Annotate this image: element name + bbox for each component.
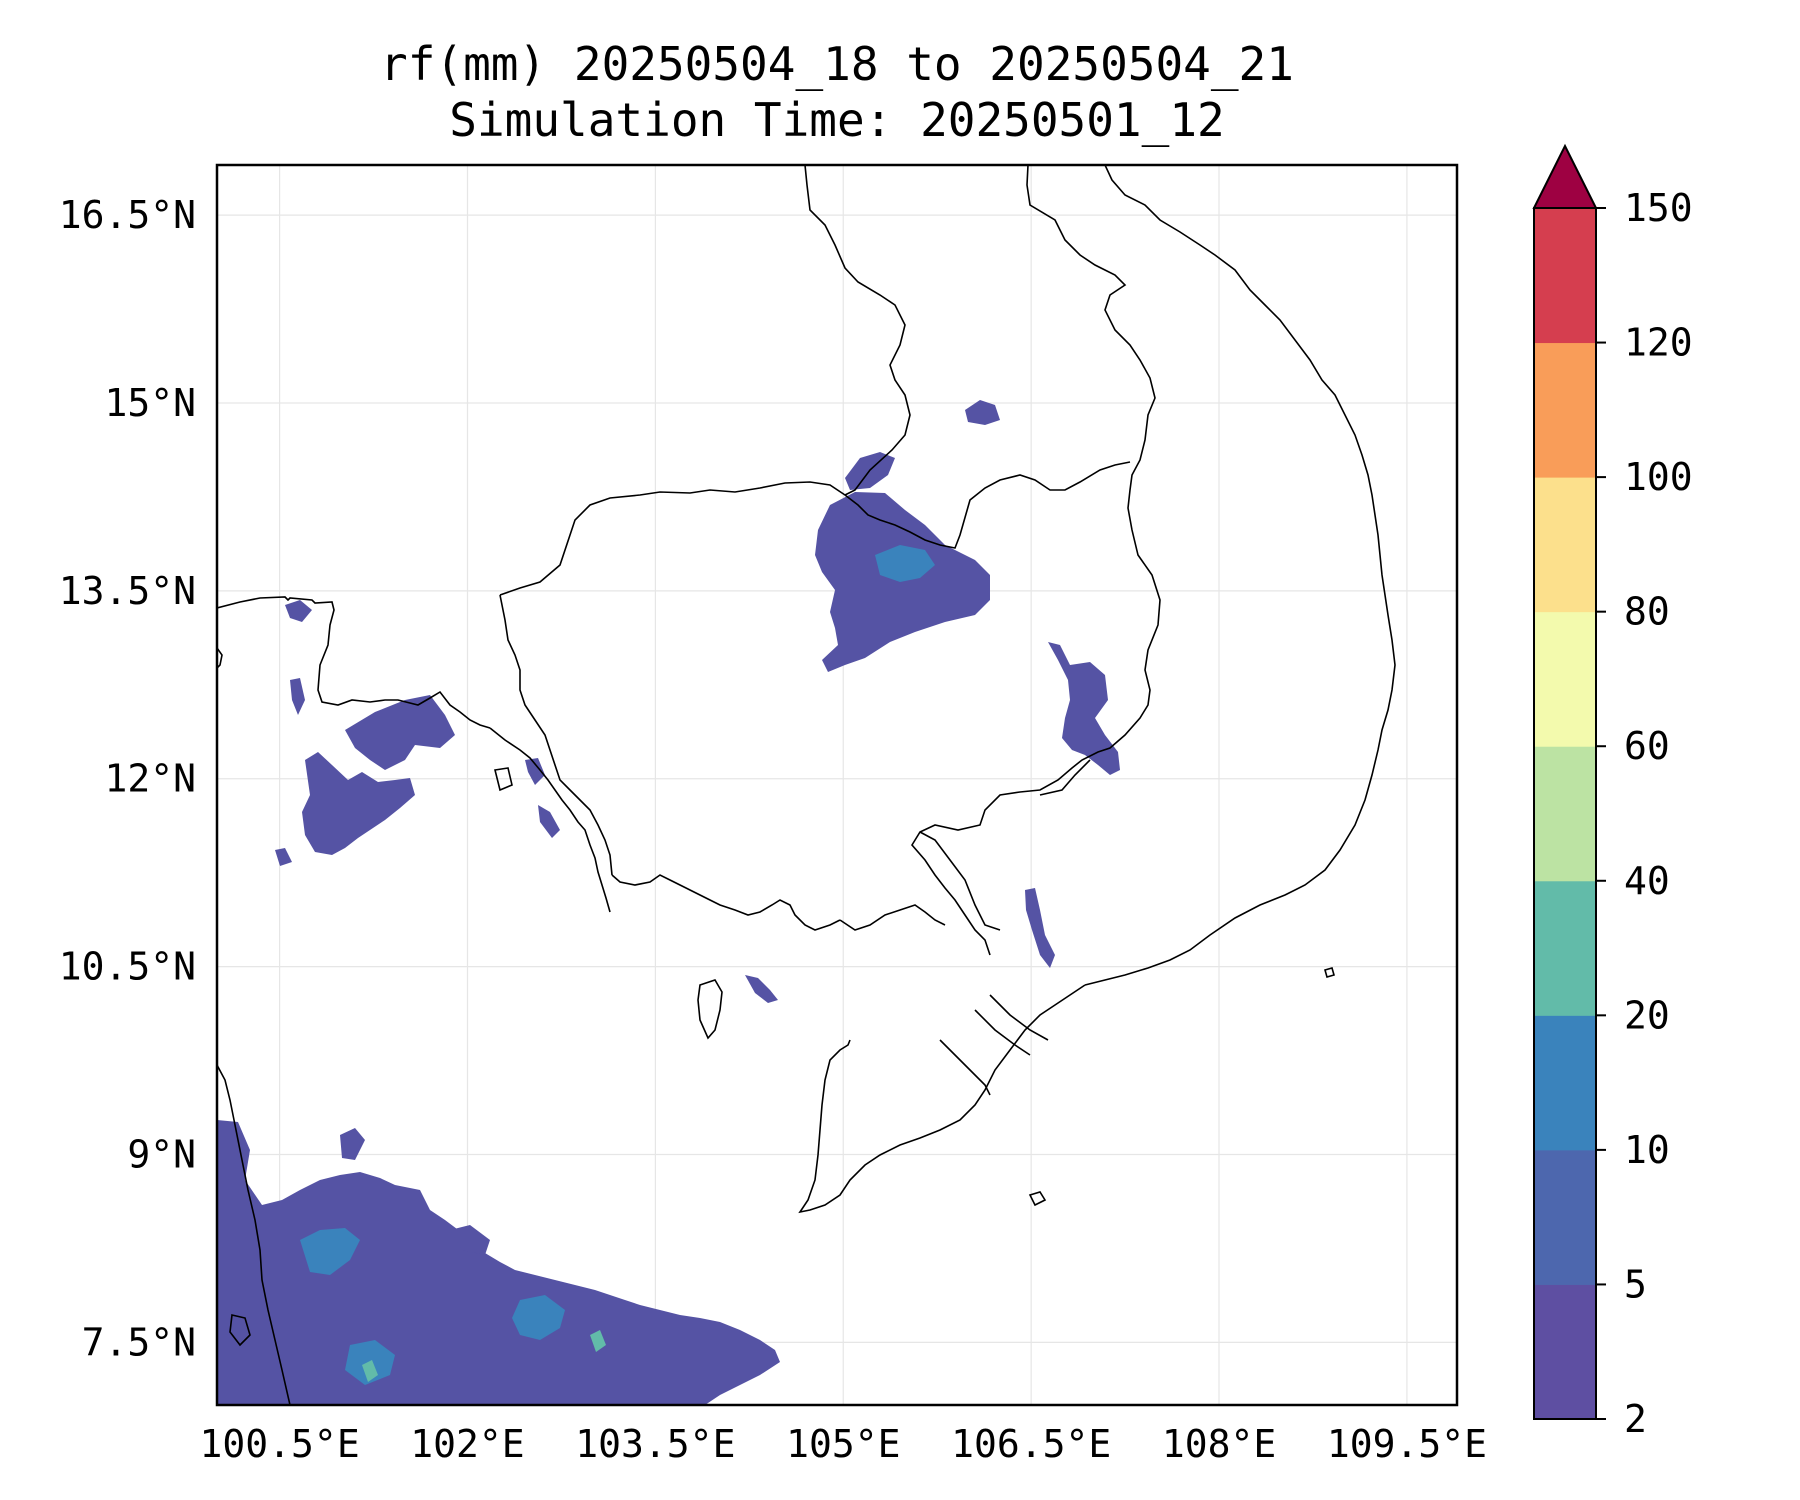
precip-area-south-2 <box>340 1128 365 1160</box>
precip-area-west-5 <box>275 848 292 866</box>
precipitation-contours <box>217 400 1120 1405</box>
colorbar-tick-label: 10 <box>1624 1128 1670 1172</box>
colorbar-tick-label: 150 <box>1624 186 1693 230</box>
lat-tick-label: 16.5°N <box>59 193 196 237</box>
coastline-vietnam-east <box>1084 165 1396 986</box>
colorbar-segment <box>1534 208 1596 344</box>
island-phu-quoc <box>697 979 723 1040</box>
lon-tick-label: 105°E <box>786 1422 900 1466</box>
coastline-thailand-gulf-east <box>489 727 611 913</box>
colorbar-extend-triangle <box>1532 143 1598 209</box>
coastline-cambodia-gulf <box>611 874 841 931</box>
colorbar-segment <box>1534 1149 1596 1285</box>
colorbar-tick-label: 20 <box>1624 993 1670 1037</box>
lon-tick-label: 108°E <box>1162 1422 1276 1466</box>
island-small-1 <box>1028 1191 1047 1207</box>
coastline-thailand-west <box>217 596 491 729</box>
colorbar-tick-label: 5 <box>1624 1262 1647 1306</box>
title-line-1: rf(mm) 20250504_18 to 20250504_21 <box>380 37 1294 91</box>
colorbar-tick-label: 60 <box>1624 724 1670 768</box>
precip-area-laos-2 <box>965 400 1000 425</box>
map-frame <box>215 163 1459 1407</box>
longitude-tick-labels: 100.5°E 102°E 103.5°E 105°E 106.5°E 108°E 109.… <box>200 1422 1487 1466</box>
colorbar-segment <box>1534 1015 1596 1151</box>
latitude-tick-labels: 7.5°N 9°N 10.5°N 12°N 13.5°N 15°N 16.5°N <box>59 193 196 1364</box>
precip-area-west-1 <box>345 695 455 770</box>
island-malay-lake <box>229 1314 251 1347</box>
coastlines-and-borders <box>217 165 1396 1405</box>
coastline-mekong-delta <box>798 984 1086 1214</box>
colorbar-segment <box>1534 611 1596 747</box>
lat-tick-label: 7.5°N <box>82 1320 196 1364</box>
precip-area-kampot <box>745 975 778 1003</box>
lon-tick-label: 100.5°E <box>200 1422 360 1466</box>
lat-tick-label: 9°N <box>127 1132 196 1176</box>
colorbar-segment <box>1534 1284 1596 1420</box>
lat-tick-label: 10.5°N <box>59 945 196 989</box>
precip-area-south-3 <box>450 1225 490 1255</box>
coastline-thai-west-south <box>217 647 223 669</box>
coastline-malay-peninsula <box>217 1064 291 1405</box>
lat-tick-label: 12°N <box>104 757 196 801</box>
colorbar-outline <box>1533 207 1597 1420</box>
colorbar-labels: 2 5 10 20 40 60 80 100 120 150 <box>1596 186 1693 1441</box>
precip-core-south-5 <box>590 1330 606 1352</box>
lat-tick-label: 15°N <box>104 381 196 425</box>
precip-area-west-4 <box>290 678 305 715</box>
title-line-2: Simulation Time: 20250501_12 <box>449 93 1224 147</box>
colorbar-tick-label: 120 <box>1624 321 1693 365</box>
precip-area-west-2 <box>302 752 415 855</box>
colorbar-tick-label: 80 <box>1624 590 1670 634</box>
island-koh-kong <box>494 767 513 792</box>
precip-core-south-2 <box>512 1295 565 1340</box>
island-small-2 <box>1324 967 1335 978</box>
colorbar-tick-label: 40 <box>1624 859 1670 903</box>
lon-tick-label: 106.5°E <box>951 1422 1111 1466</box>
lon-tick-label: 102°E <box>410 1422 524 1466</box>
precip-area-coast-south <box>1025 888 1055 968</box>
colorbar-segment <box>1534 477 1596 613</box>
colorbar-tick-label: 100 <box>1624 455 1693 499</box>
precip-core-south-1 <box>300 1228 360 1275</box>
border-cambodia-thailand-west <box>499 594 613 876</box>
colorbar-segment <box>1534 880 1596 1016</box>
border-cambodia-thailand <box>499 461 1131 596</box>
precip-area-west-3 <box>285 600 312 622</box>
lon-tick-label: 103.5°E <box>575 1422 735 1466</box>
border-cambodia-vietnam-southwest <box>839 904 946 931</box>
precip-area-east <box>1048 642 1120 775</box>
lon-tick-label: 109.5°E <box>1327 1422 1487 1466</box>
precip-core-south-4 <box>362 1360 378 1382</box>
lat-tick-label: 13.5°N <box>59 569 196 613</box>
precip-area-north-cambodia <box>815 492 990 672</box>
precip-area-islands <box>525 758 560 838</box>
colorbar-segment <box>1534 342 1596 478</box>
colorbar-tick-label: 2 <box>1624 1397 1647 1441</box>
precip-area-south <box>217 1120 780 1405</box>
colorbar <box>1532 143 1598 1420</box>
border-cambodia-vietnam-south <box>919 759 1091 931</box>
precip-core-north-cambodia <box>875 545 935 582</box>
border-thailand-laos <box>804 165 911 496</box>
coastline-delta-channels <box>939 994 1049 1096</box>
colorbar-segment <box>1534 746 1596 882</box>
